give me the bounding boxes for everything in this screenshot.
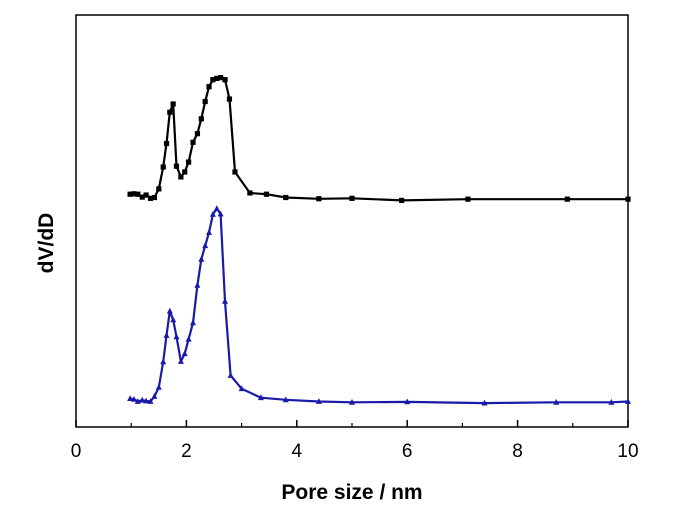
data-point <box>283 194 289 201</box>
data-point <box>160 164 166 170</box>
data-point <box>257 394 264 401</box>
data-point <box>316 196 322 202</box>
data-point <box>404 398 411 405</box>
data-point <box>218 75 224 81</box>
data-point <box>186 159 192 165</box>
data-point <box>170 316 177 323</box>
data-point <box>139 194 145 200</box>
data-point <box>173 163 180 169</box>
data-point <box>135 191 141 197</box>
data-point <box>167 109 173 115</box>
data-point <box>238 385 245 392</box>
data-point <box>465 196 471 202</box>
data-point <box>166 307 173 314</box>
data-point <box>190 139 196 145</box>
data-point <box>131 191 137 197</box>
data-point <box>399 197 405 203</box>
data-point <box>553 398 560 405</box>
data-point <box>206 84 212 90</box>
data-point <box>163 332 170 338</box>
data-point <box>222 297 228 304</box>
data-point <box>232 169 238 175</box>
data-point <box>139 396 146 403</box>
data-point <box>163 140 170 147</box>
data-point <box>217 210 224 217</box>
x-tick-label: 0 <box>71 441 82 462</box>
x-tick-label: 10 <box>617 441 638 462</box>
data-point <box>214 75 220 82</box>
data-point <box>156 186 162 192</box>
data-point <box>190 319 196 326</box>
data-point <box>155 384 162 390</box>
data-point <box>209 211 216 217</box>
data-point <box>247 190 253 196</box>
data-point <box>151 393 158 399</box>
data-point <box>315 398 322 404</box>
data-point <box>147 398 154 404</box>
data-point <box>222 77 228 83</box>
data-point <box>213 205 220 211</box>
data-point <box>282 396 289 403</box>
series-1 <box>127 75 631 203</box>
x-axis-ticks: 0 2 4 6 8 10 <box>71 420 639 462</box>
data-point <box>227 372 234 378</box>
x-tick-label: 6 <box>402 441 413 462</box>
data-point <box>143 192 149 198</box>
plot-frame <box>75 14 629 428</box>
data-point <box>177 358 184 364</box>
data-point <box>202 98 208 105</box>
data-point <box>173 333 180 340</box>
series-line <box>129 207 629 405</box>
data-point <box>151 194 157 201</box>
y-axis-label: dV/dD <box>35 213 58 274</box>
data-point <box>143 397 150 404</box>
data-point <box>608 398 615 405</box>
data-point <box>181 350 188 357</box>
data-point <box>210 77 216 83</box>
data-point <box>170 101 176 107</box>
data-point <box>263 191 270 197</box>
x-tick-label: 2 <box>181 441 192 462</box>
data-point <box>226 96 233 102</box>
data-point <box>182 169 188 175</box>
data-point <box>194 131 201 137</box>
data-point <box>625 398 631 404</box>
series-2 <box>127 205 631 406</box>
data-point <box>131 396 137 402</box>
data-point <box>198 116 204 122</box>
data-point <box>206 229 212 235</box>
data-point <box>160 358 167 365</box>
data-point <box>202 242 209 249</box>
data-point <box>127 395 134 401</box>
x-axis-label: Pore size / nm <box>281 481 422 504</box>
series-layer <box>127 75 631 406</box>
data-point <box>349 398 355 405</box>
data-point <box>178 174 184 180</box>
data-point <box>625 196 631 202</box>
x-tick-label: 4 <box>292 441 303 462</box>
data-point <box>564 196 570 202</box>
data-point <box>198 255 205 262</box>
data-point <box>185 335 192 342</box>
series-line <box>129 76 628 202</box>
data-point <box>127 191 133 197</box>
data-point <box>147 195 154 201</box>
data-point <box>349 195 355 201</box>
data-point <box>194 281 201 288</box>
data-point <box>481 399 488 406</box>
x-tick-label: 8 <box>512 441 523 462</box>
